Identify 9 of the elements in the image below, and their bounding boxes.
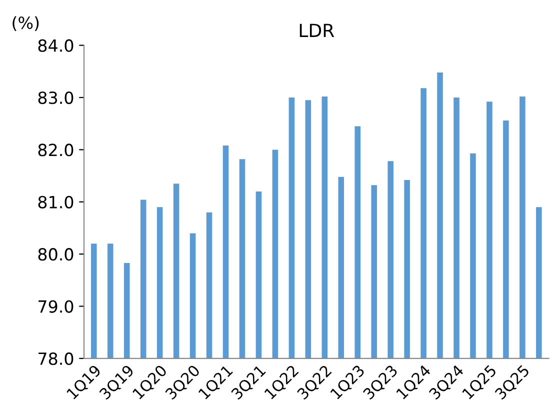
y-tick-label: 81.0 [38,196,74,208]
chart-title: LDR [300,24,334,37]
y-tick-label: 78.0 [38,352,74,366]
y-tick-label: 84.0 [38,39,74,52]
y-tick-label: 80.0 [38,248,74,261]
y-tick-label: 82.0 [38,144,74,156]
y-tick-label: 79.0 [38,300,74,313]
y-axis-title: (%) [12,16,39,32]
y-tick-label: 83.0 [38,91,74,104]
